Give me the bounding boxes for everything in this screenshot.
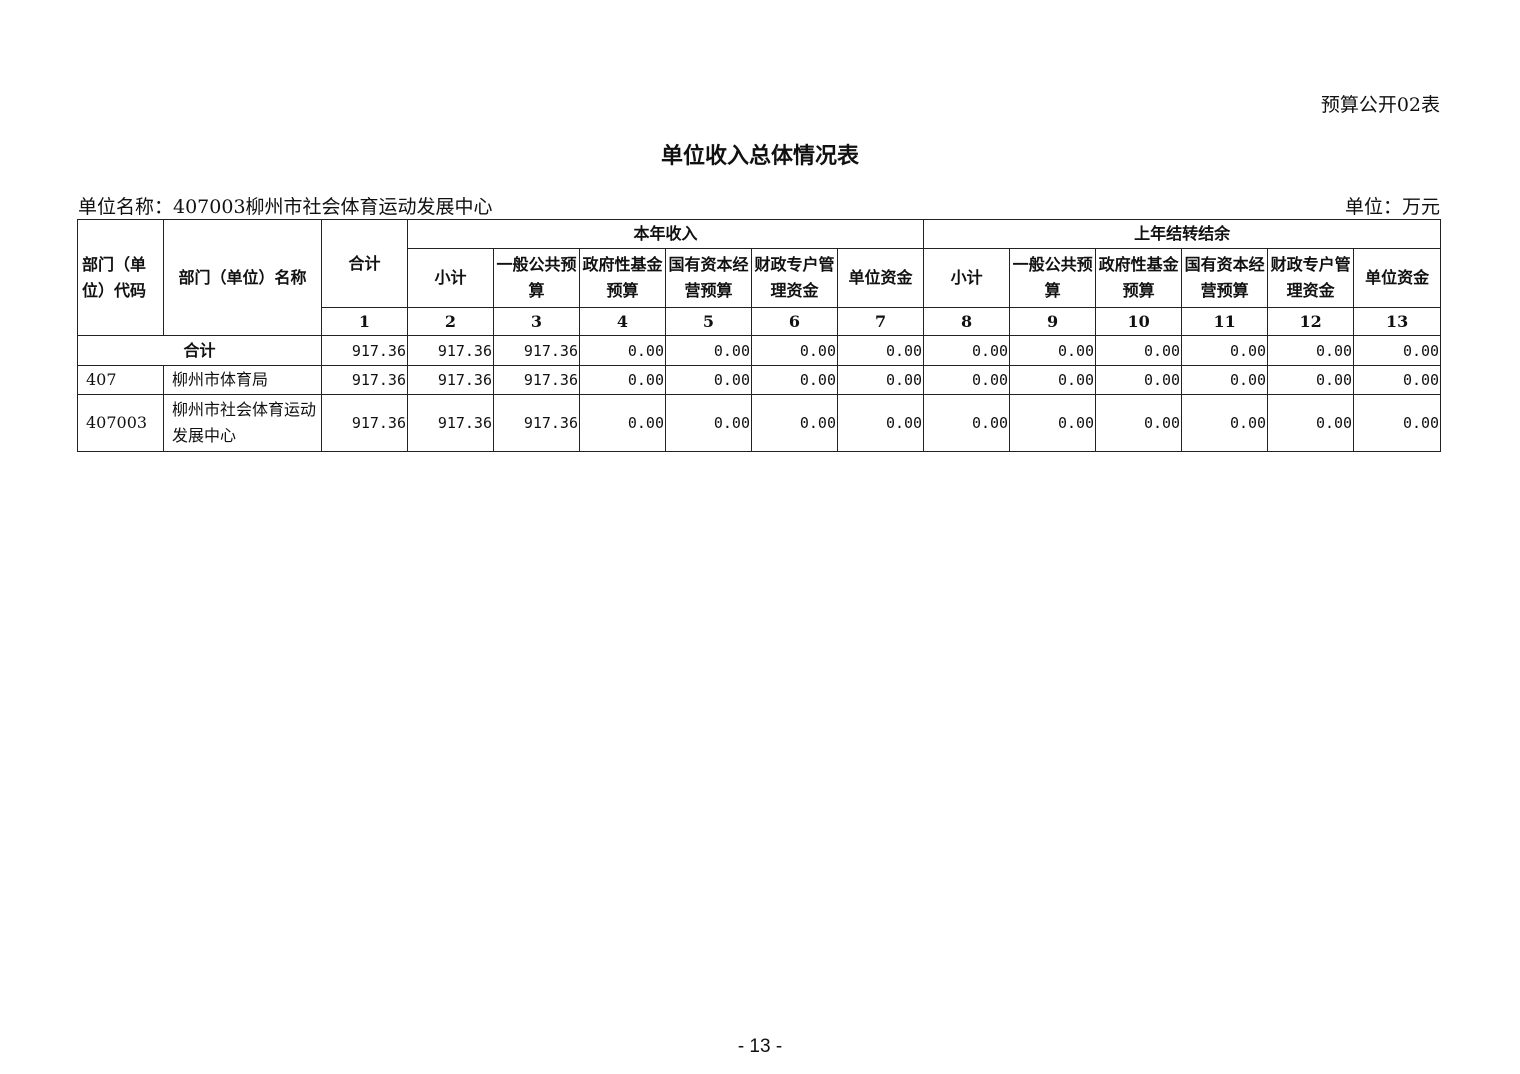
header-carryover-col: 一般公共预算	[1009, 248, 1097, 308]
column-number: 6	[751, 307, 838, 336]
total-value: 0.00	[1181, 335, 1269, 366]
column-number: 7	[836, 307, 925, 336]
total-value: 0.00	[579, 335, 666, 366]
header-current-year: 本年收入	[406, 219, 925, 249]
total-value: 0.00	[1353, 335, 1442, 366]
header-code: 部门（单位）代码	[77, 219, 164, 336]
total-value: 0.00	[1267, 335, 1355, 366]
unit-name: 单位名称：407003柳州市社会体育运动发展中心	[78, 196, 493, 218]
total-value: 917.36	[493, 335, 580, 366]
column-number: 5	[665, 307, 752, 336]
column-number: 3	[493, 307, 580, 336]
row-value: 0.00	[1267, 394, 1355, 452]
header-carryover-col: 小计	[923, 248, 1011, 308]
total-value: 917.36	[321, 335, 408, 366]
header-carryover-col: 单位资金	[1353, 248, 1442, 308]
total-row-label: 合计	[77, 335, 322, 366]
row-value: 917.36	[407, 394, 494, 452]
header-carryover-col: 国有资本经营预算	[1181, 248, 1269, 308]
column-number: 13	[1353, 307, 1442, 336]
currency-unit: 单位：万元	[1344, 196, 1440, 218]
total-value: 0.00	[665, 335, 752, 366]
column-number: 8	[923, 307, 1011, 336]
row-value: 0.00	[836, 365, 925, 395]
row-name: 柳州市社会体育运动发展中心	[163, 394, 322, 452]
page-title: 单位收入总体情况表	[660, 143, 859, 169]
row-value: 917.36	[321, 365, 408, 395]
column-number: 12	[1267, 307, 1355, 336]
total-value: 0.00	[836, 335, 925, 366]
column-number: 10	[1095, 307, 1183, 336]
row-value: 0.00	[1095, 365, 1183, 395]
row-value: 0.00	[1267, 365, 1355, 395]
row-value: 0.00	[579, 394, 666, 452]
row-value: 0.00	[1353, 365, 1442, 395]
row-value: 0.00	[923, 365, 1011, 395]
column-number: 11	[1181, 307, 1269, 336]
row-value: 0.00	[579, 365, 666, 395]
row-code: 407003	[77, 394, 164, 452]
total-value: 0.00	[751, 335, 838, 366]
header-current-col: 政府性基金预算	[579, 248, 666, 308]
total-value: 0.00	[1009, 335, 1097, 366]
row-value: 0.00	[1181, 394, 1269, 452]
income-table: 部门（单位）代码 部门（单位）名称 合计 本年收入 上年结转结余 小计 一般公共预…	[77, 219, 1442, 452]
row-value: 917.36	[321, 394, 408, 452]
header-carryover-col: 财政专户管理资金	[1267, 248, 1355, 308]
total-value: 917.36	[407, 335, 494, 366]
header-current-col: 财政专户管理资金	[751, 248, 838, 308]
row-value: 917.36	[493, 365, 580, 395]
row-value: 0.00	[751, 394, 838, 452]
header-current-col: 小计	[407, 248, 494, 308]
column-number: 1	[321, 307, 408, 336]
column-number: 9	[1009, 307, 1097, 336]
header-carryover-col: 政府性基金预算	[1095, 248, 1183, 308]
row-value: 0.00	[923, 394, 1011, 452]
header-current-col: 单位资金	[836, 248, 925, 308]
row-value: 0.00	[751, 365, 838, 395]
page-number: - 13 -	[737, 1036, 783, 1057]
header-current-col: 国有资本经营预算	[665, 248, 752, 308]
column-number: 4	[579, 307, 666, 336]
total-value: 0.00	[923, 335, 1011, 366]
header-name: 部门（单位）名称	[163, 219, 322, 336]
header-carryover: 上年结转结余	[923, 219, 1442, 249]
total-value: 0.00	[1095, 335, 1183, 366]
table-row: 407 柳州市体育局 917.36 917.36 917.36 0.00 0.00 0.00 0…	[77, 365, 1442, 395]
row-name: 柳州市体育局	[163, 365, 322, 395]
row-value: 0.00	[1009, 394, 1097, 452]
row-value: 917.36	[493, 394, 580, 452]
row-value: 0.00	[1095, 394, 1183, 452]
row-value: 0.00	[665, 365, 752, 395]
row-value: 917.36	[407, 365, 494, 395]
header-total: 合计	[321, 219, 408, 308]
row-value: 0.00	[1009, 365, 1097, 395]
row-value: 0.00	[1353, 394, 1442, 452]
form-number: 预算公开02表	[1320, 94, 1440, 116]
column-number: 2	[407, 307, 494, 336]
row-value: 0.00	[665, 394, 752, 452]
row-value: 0.00	[1181, 365, 1269, 395]
header-current-col: 一般公共预算	[493, 248, 580, 308]
table-row: 407003 柳州市社会体育运动发展中心 917.36 917.36 917.36 0.0…	[77, 394, 1442, 452]
row-value: 0.00	[836, 394, 925, 452]
row-code: 407	[77, 365, 164, 395]
